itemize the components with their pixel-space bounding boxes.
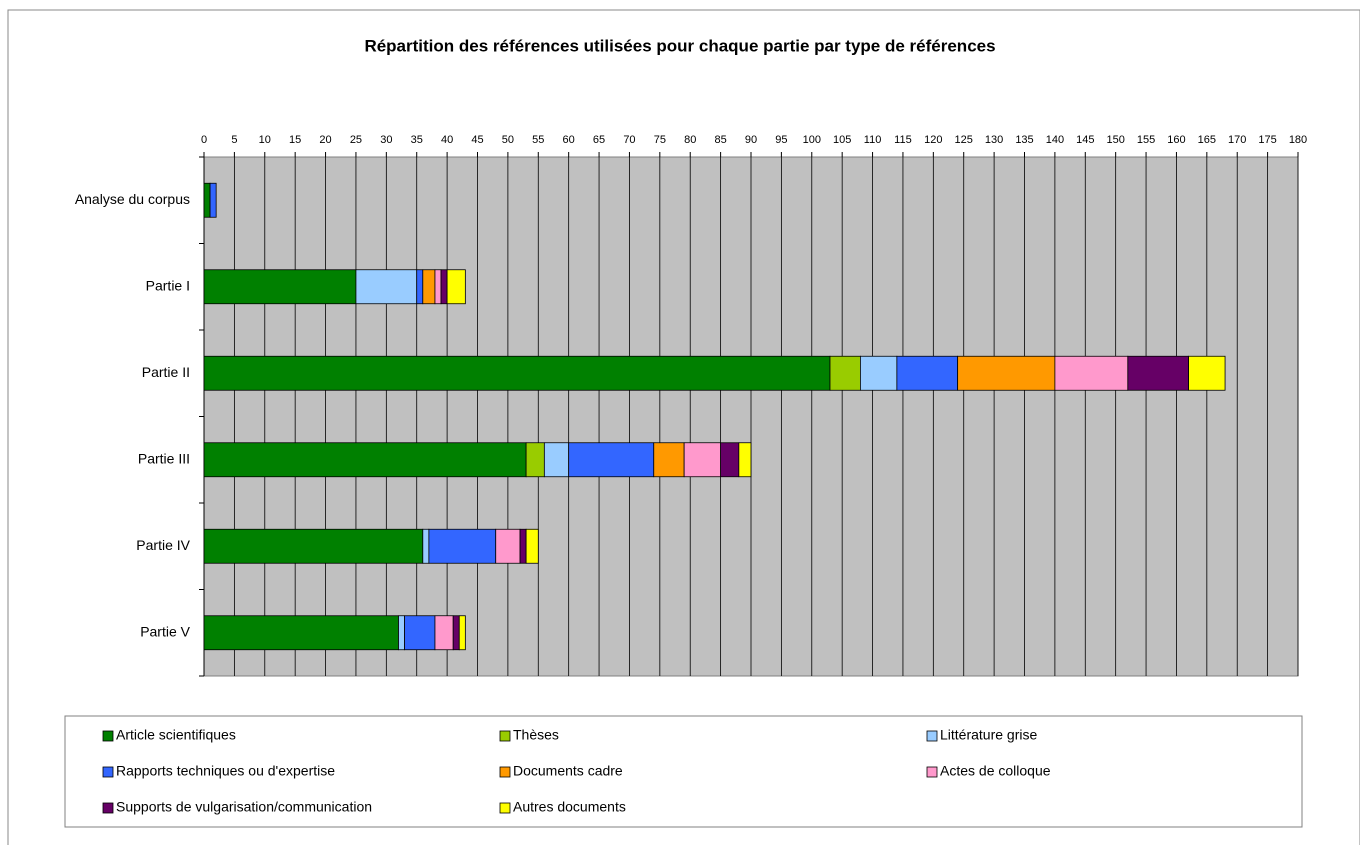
x-tick-label: 90 [745,134,757,146]
bar-segment [452,615,460,651]
chart-title: Répartition des références utilisées pou… [364,36,995,55]
x-tick-label: 75 [654,134,666,146]
bar-segment [209,182,217,218]
bar-segment [203,442,527,478]
legend-label: Actes de colloque [940,763,1051,779]
x-tick-label: 115 [894,134,912,146]
bar-segment [422,528,430,564]
x-tick-label: 15 [289,134,301,146]
x-tick-label: 10 [259,134,271,146]
x-tick-label: 60 [563,134,575,146]
bar-segment [428,528,497,564]
category-label: Partie V [140,623,190,639]
bar-segment [458,615,466,651]
x-tick-label: 165 [1198,134,1216,146]
x-tick-label: 55 [532,134,544,146]
legend-label: Thèses [513,727,559,743]
legend-swatch [499,802,511,814]
x-tick-label: 85 [714,134,726,146]
bar-segment [203,528,424,564]
x-tick-label: 105 [833,134,851,146]
bar-segment [720,442,740,478]
legend-swatch [499,766,511,778]
bar-segment [446,269,466,305]
category-label: Analyse du corpus [75,191,190,207]
x-tick-label: 65 [593,134,605,146]
x-tick-label: 120 [924,134,942,146]
legend-label: Documents cadre [513,763,623,779]
bar-segment [957,355,1056,391]
legend-swatch [926,730,938,742]
bar-segment [525,528,539,564]
bar-segment [422,269,436,305]
x-tick-label: 100 [803,134,821,146]
x-tick-label: 175 [1258,134,1276,146]
bar-segment [653,442,685,478]
bar-segment [1127,355,1190,391]
bar-segment [355,269,418,305]
x-tick-label: 25 [350,134,362,146]
legend-swatch [102,730,114,742]
x-tick-label: 135 [1015,134,1033,146]
bar-segment [525,442,545,478]
category-label: Partie III [138,450,190,466]
x-tick-label: 40 [441,134,453,146]
bar-segment [738,442,752,478]
bar-segment [829,355,861,391]
bar-segment [568,442,655,478]
bar-segment [1054,355,1129,391]
x-tick-label: 95 [775,134,787,146]
bar-segment [416,269,424,305]
legend-swatch [102,802,114,814]
bar-segment [398,615,405,651]
category-label: Partie I [146,277,190,293]
x-tick-label: 170 [1228,134,1246,146]
bar-segment [203,615,399,651]
x-tick-label: 80 [684,134,696,146]
bar-segment [896,355,959,391]
x-tick-label: 130 [985,134,1003,146]
x-tick-label: 160 [1167,134,1185,146]
category-label: Partie IV [136,537,190,553]
x-tick-label: 5 [231,134,237,146]
x-tick-label: 50 [502,134,514,146]
bar-segment [1188,355,1226,391]
x-tick-label: 150 [1106,134,1124,146]
x-tick-label: 0 [201,134,207,146]
bar-segment [203,269,357,305]
bar-segment [434,269,442,305]
x-tick-label: 45 [471,134,483,146]
legend-swatch [926,766,938,778]
legend-swatch [499,730,511,742]
bar-segment [440,269,448,305]
x-tick-label: 20 [319,134,331,146]
bar-segment [543,442,570,478]
bar-segment [434,615,454,651]
legend-swatch [102,766,114,778]
legend-label: Autres documents [513,799,626,815]
bar-segment [519,528,527,564]
bar-segment [404,615,436,651]
x-tick-label: 145 [1076,134,1094,146]
x-tick-label: 180 [1289,134,1307,146]
x-tick-label: 125 [955,134,973,146]
legend-label: Supports de vulgarisation/communication [116,799,372,815]
bar-segment [860,355,898,391]
bar-segment [683,442,722,478]
legend-label: Article scientifiques [116,727,236,743]
legend-box [64,715,1303,828]
x-tick-label: 140 [1046,134,1064,146]
legend-label: Rapports techniques ou d'expertise [116,763,335,779]
bar-segment [203,355,831,391]
category-label: Partie II [142,364,190,380]
x-tick-label: 70 [623,134,635,146]
legend-label: Littérature grise [940,727,1037,743]
bar-segment [495,528,521,564]
bar-segment [203,182,211,218]
x-tick-label: 35 [411,134,423,146]
x-tick-label: 155 [1137,134,1155,146]
x-tick-label: 110 [864,134,882,146]
x-tick-label: 30 [380,134,392,146]
